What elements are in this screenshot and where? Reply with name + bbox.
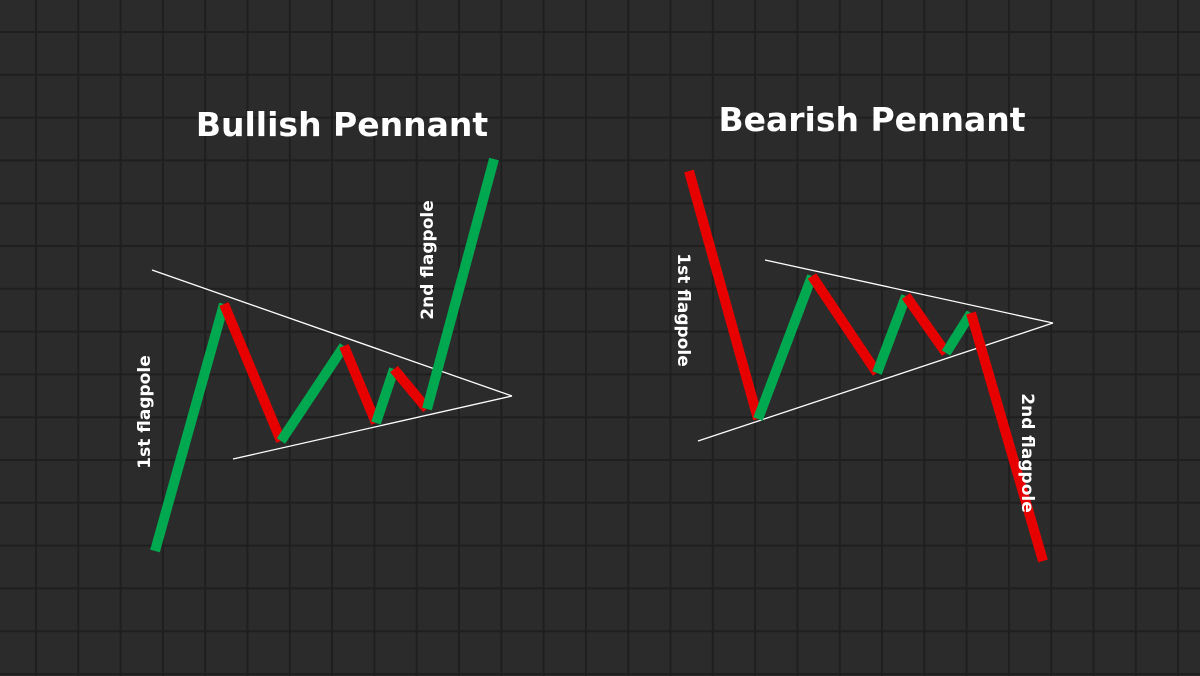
upper-trendline: [764, 259, 1054, 324]
bearish-first-flagpole-label: 1st flagpole: [673, 253, 693, 366]
up-leg: [941, 310, 976, 356]
up-leg: [276, 343, 349, 444]
up-leg: [371, 367, 399, 425]
down-leg: [684, 169, 763, 421]
up-leg: [753, 274, 817, 421]
down-leg: [901, 293, 951, 356]
bearish-pennant: Bearish Pennant 1st flagpole 2nd flagpol…: [673, 100, 1054, 563]
bullish-second-flagpole-label: 2nd flagpole: [418, 200, 438, 319]
lower-trendline: [697, 322, 1054, 442]
up-leg: [422, 157, 499, 411]
bullish-pennant: Bullish Pennant 1st flagpole 2nd flagpol…: [135, 105, 513, 553]
upper-trendline: [151, 269, 513, 397]
bearish-title: Bearish Pennant: [718, 100, 1025, 139]
bullish-first-flagpole-label: 1st flagpole: [135, 355, 155, 468]
down-leg: [219, 302, 286, 443]
up-leg: [150, 302, 229, 553]
bearish-second-flagpole-label: 2nd flagpole: [1017, 393, 1037, 512]
lower-trendline: [232, 395, 513, 460]
bullish-title: Bullish Pennant: [196, 105, 489, 144]
down-leg: [339, 344, 381, 425]
down-leg: [390, 365, 431, 413]
down-leg: [966, 311, 1048, 563]
up-leg: [872, 294, 911, 375]
down-leg: [807, 273, 882, 376]
